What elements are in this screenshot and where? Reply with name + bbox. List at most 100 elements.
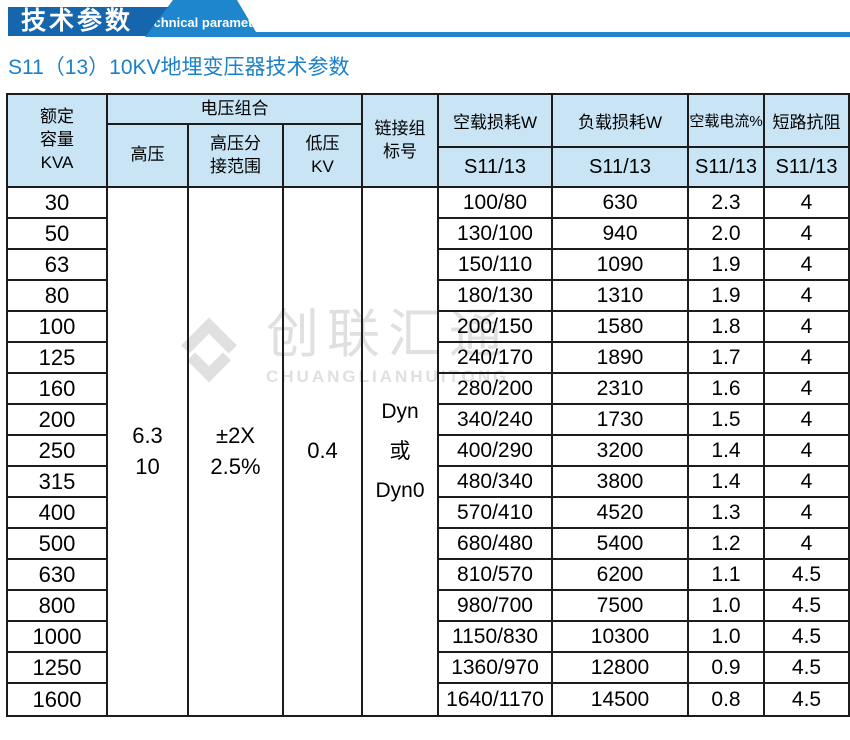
cell-no_load-row7: 280/200	[439, 374, 553, 405]
cell-no_load-row8: 340/240	[439, 405, 553, 436]
cell-impedance-row3: 4	[765, 250, 848, 281]
cell-load-row13: 6200	[553, 560, 689, 591]
cell-current-row17: 0.8	[689, 684, 765, 715]
header-load-loss-sub: S11/13	[553, 148, 687, 188]
cell-kva-row15: 1000	[8, 622, 108, 653]
header-no-load-loss: 空载损耗W S11/13	[439, 95, 553, 188]
cell-load-row14: 7500	[553, 591, 689, 622]
cell-current-row7: 1.6	[689, 374, 765, 405]
cell-no_load-row12: 680/480	[439, 529, 553, 560]
cell-impedance-row9: 4	[765, 436, 848, 467]
cell-load-row10: 3800	[553, 467, 689, 498]
cell-load-row17: 14500	[553, 684, 689, 715]
cell-current-row1: 2.3	[689, 188, 765, 219]
cell-impedance-row10: 4	[765, 467, 848, 498]
cell-current-row6: 1.7	[689, 343, 765, 374]
header-hv: 高压	[108, 125, 189, 188]
banner-strip	[200, 32, 850, 37]
cell-load-row5: 1580	[553, 312, 689, 343]
cell-impedance-row13: 4.5	[765, 560, 848, 591]
cell-current-row15: 1.0	[689, 622, 765, 653]
cell-no_load-row14: 980/700	[439, 591, 553, 622]
cell-load-row12: 5400	[553, 529, 689, 560]
banner-title-en: Technical parameter	[145, 0, 259, 37]
header-no-load-loss-sub: S11/13	[439, 148, 551, 188]
cell-impedance-row2: 4	[765, 219, 848, 250]
cell-impedance-row17: 4.5	[791, 687, 822, 711]
header-no-load-current: 空载电流% S11/13	[689, 95, 765, 188]
cell-impedance-row12: 4	[765, 529, 848, 560]
cell-impedance-row8: 4	[765, 405, 848, 436]
cell-impedance-row5: 4	[765, 312, 848, 343]
cell-no_load-row17: 1640/1170	[439, 684, 553, 715]
cell-kva-row11: 400	[8, 498, 108, 529]
parameters-grid: 额定 容量 KVA 电压组合 高压 高压分 接范围 低压 KV 链接组 标号 空…	[6, 93, 850, 717]
header-no-load-loss-label: 空载损耗W	[439, 95, 551, 148]
cell-impedance-row15: 4.5	[765, 622, 848, 653]
cell-current-row3: 1.9	[689, 250, 765, 281]
cell-kva-row4: 80	[8, 281, 108, 312]
cell-kva-row8: 200	[8, 405, 108, 436]
cell-impedance-row14: 4.5	[765, 591, 848, 622]
cell-no_load-row6: 240/170	[439, 343, 553, 374]
header-load-loss: 负载损耗W S11/13	[553, 95, 689, 188]
header-capacity: 额定 容量 KVA	[8, 95, 108, 188]
cell-no_load-row4: 180/130	[439, 281, 553, 312]
cell-current-row4: 1.9	[689, 281, 765, 312]
cell-current-row5: 1.8	[689, 312, 765, 343]
cell-load-row15: 10300	[553, 622, 689, 653]
banner-title-cn: 技术参数	[8, 7, 176, 36]
cell-link-group-value: Dyn 或 Dyn0	[363, 188, 439, 715]
cell-load-row7: 2310	[553, 374, 689, 405]
cell-kva-row10: 315	[8, 467, 108, 498]
cell-impedance-row4: 4	[765, 281, 848, 312]
cell-impedance-row7: 4	[765, 374, 848, 405]
cell-lv-value: 0.4	[284, 188, 363, 715]
cell-kva-row3: 63	[8, 250, 108, 281]
cell-tap-range-value: ±2X 2.5%	[189, 188, 284, 715]
cell-no_load-row1: 100/80	[439, 188, 553, 219]
header-link-group: 链接组 标号	[363, 95, 439, 188]
cell-no_load-row16: 1360/970	[439, 653, 553, 684]
header-no-load-current-sub: S11/13	[689, 148, 763, 188]
cell-current-row14: 1.0	[689, 591, 765, 622]
cell-kva-row2: 50	[8, 219, 108, 250]
header-voltage-group: 电压组合	[108, 95, 363, 125]
cell-load-row4: 1310	[553, 281, 689, 312]
cell-no_load-row5: 200/150	[439, 312, 553, 343]
cell-no_load-row15: 1150/830	[439, 622, 553, 653]
cell-impedance-row11: 4	[765, 498, 848, 529]
cell-no_load-row3: 150/110	[439, 250, 553, 281]
cell-kva-row14: 800	[8, 591, 108, 622]
cell-impedance-row6: 4	[765, 343, 848, 374]
cell-kva-row13: 630	[8, 560, 108, 591]
cell-kva-row5: 100	[8, 312, 108, 343]
cell-current-row9: 1.4	[689, 436, 765, 467]
cell-load-row6: 1890	[553, 343, 689, 374]
header-tap-range: 高压分 接范围	[189, 125, 284, 188]
cell-load-row1: 630	[553, 188, 689, 219]
cell-no_load-row2: 130/100	[439, 219, 553, 250]
cell-current-row12: 1.2	[689, 529, 765, 560]
parameters-table: 创联汇通 CHUANGLIANHUITONG 额定 容量 KVA 电压组合 高压…	[6, 93, 850, 717]
cell-kva-row6: 125	[8, 343, 108, 374]
top-banner: 技术参数 Technical parameter	[0, 0, 850, 40]
cell-no_load-row13: 810/570	[439, 560, 553, 591]
cell-kva-row17: 1600	[8, 684, 108, 715]
cell-no_load-row11: 570/410	[439, 498, 553, 529]
cell-hv-value: 6.3 10	[108, 188, 189, 715]
header-no-load-current-label: 空载电流%	[689, 95, 763, 148]
cell-load-row11: 4520	[553, 498, 689, 529]
cell-load-row8: 1730	[553, 405, 689, 436]
page-title: S11（13）10KV地埋变压器技术参数	[8, 56, 350, 79]
cell-no_load-row9: 400/290	[439, 436, 553, 467]
header-load-loss-label: 负载损耗W	[553, 95, 687, 148]
header-short-circuit: 短路抗阻 S11/13	[765, 95, 848, 188]
header-lv: 低压 KV	[284, 125, 363, 188]
cell-kva-row1: 30	[8, 188, 108, 219]
cell-impedance-row1: 4	[765, 188, 848, 219]
cell-load-row16: 12800	[553, 653, 689, 684]
cell-load-row9: 3200	[553, 436, 689, 467]
cell-kva-row9: 250	[8, 436, 108, 467]
cell-current-row13: 1.1	[689, 560, 765, 591]
